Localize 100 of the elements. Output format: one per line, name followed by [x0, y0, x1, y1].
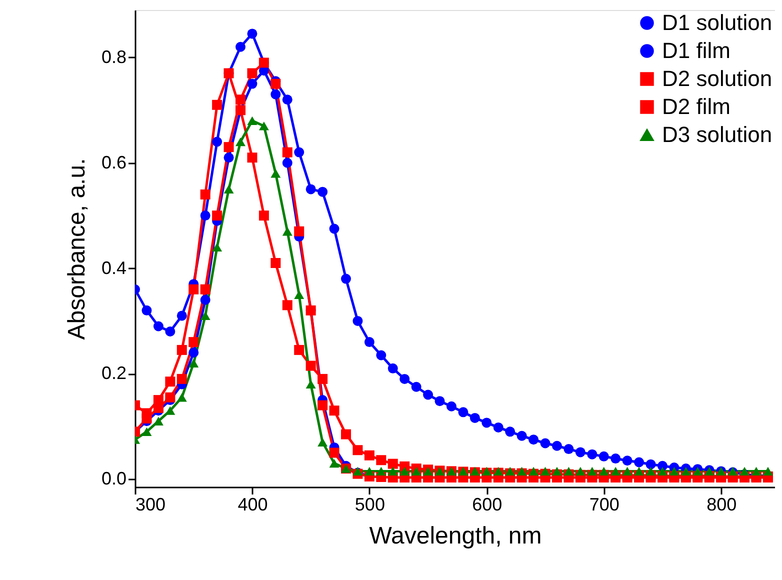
- legend-label: D2 solution: [662, 66, 772, 91]
- point: [400, 466, 410, 476]
- y-tick-label: 0.8: [101, 46, 126, 67]
- x-tick-label: 600: [472, 494, 502, 514]
- point: [364, 466, 374, 476]
- point: [188, 284, 199, 294]
- point: [329, 458, 340, 468]
- point: [352, 316, 363, 326]
- point: [528, 466, 539, 476]
- legend-label: D1 film: [662, 38, 730, 63]
- point: [165, 406, 176, 415]
- point: [516, 430, 527, 441]
- point: [388, 466, 398, 476]
- point: [247, 68, 258, 78]
- point: [165, 392, 176, 402]
- point: [270, 169, 281, 178]
- point: [306, 360, 316, 371]
- point: [212, 242, 222, 252]
- point: [388, 363, 398, 374]
- point: [282, 300, 292, 310]
- point: [388, 458, 398, 469]
- point: [176, 344, 187, 355]
- point: [200, 210, 210, 221]
- point: [306, 184, 316, 194]
- point: [153, 321, 164, 332]
- point: [411, 466, 422, 476]
- point: [212, 100, 222, 110]
- point: [634, 466, 644, 476]
- point: [153, 395, 164, 406]
- point: [411, 382, 422, 392]
- point: [318, 438, 328, 447]
- y-tick-label: 0.0: [101, 468, 126, 489]
- point: [247, 116, 258, 126]
- point: [505, 426, 516, 437]
- point: [142, 427, 152, 436]
- point: [493, 422, 504, 432]
- point: [622, 456, 632, 466]
- point: [224, 184, 234, 194]
- point: [188, 358, 199, 368]
- legend-label: D3 solution: [662, 122, 772, 147]
- point: [528, 434, 539, 445]
- point: [575, 466, 586, 476]
- point: [540, 466, 550, 476]
- point: [340, 274, 351, 284]
- point: [270, 89, 281, 100]
- point: [188, 337, 199, 348]
- point: [247, 28, 258, 39]
- point: [294, 344, 304, 355]
- point: [516, 466, 527, 476]
- point: [352, 445, 363, 456]
- point: [200, 284, 210, 294]
- point: [235, 42, 246, 52]
- point: [329, 224, 340, 234]
- point: [458, 407, 468, 418]
- legend-label: D2 film: [662, 94, 730, 119]
- point: [176, 310, 187, 321]
- x-tick-label: 800: [706, 494, 737, 514]
- point: [552, 440, 562, 451]
- point: [564, 466, 574, 476]
- point: [587, 449, 598, 460]
- point: [692, 466, 703, 476]
- point: [446, 401, 456, 412]
- x-tick-label: 500: [354, 494, 385, 514]
- point: [598, 466, 609, 476]
- point: [270, 258, 281, 268]
- point: [680, 466, 691, 476]
- point: [176, 374, 187, 384]
- point: [200, 189, 210, 200]
- point: [364, 450, 374, 460]
- point: [657, 466, 668, 476]
- point: [282, 94, 292, 105]
- y-tick-label: 0.2: [101, 363, 126, 384]
- point: [224, 152, 234, 163]
- point: [587, 466, 598, 476]
- point: [610, 454, 621, 464]
- x-tick-label: 300: [136, 494, 166, 514]
- point: [247, 152, 258, 163]
- point: [505, 466, 516, 476]
- y-tick-label: 0.6: [101, 152, 126, 172]
- point: [318, 400, 328, 410]
- point: [247, 78, 258, 89]
- point: [270, 78, 281, 89]
- point: [669, 466, 680, 476]
- point: [575, 447, 586, 458]
- point: [482, 418, 492, 428]
- point: [376, 466, 386, 476]
- point: [224, 142, 234, 152]
- point: [329, 448, 340, 458]
- point: [634, 457, 644, 468]
- point: [376, 350, 386, 360]
- point: [552, 466, 562, 476]
- point: [470, 412, 480, 423]
- point: [740, 466, 750, 476]
- point: [762, 466, 773, 476]
- point: [318, 374, 328, 384]
- point: [294, 226, 304, 236]
- point: [165, 326, 176, 337]
- point: [142, 408, 152, 418]
- point: [235, 94, 246, 105]
- point: [329, 406, 340, 416]
